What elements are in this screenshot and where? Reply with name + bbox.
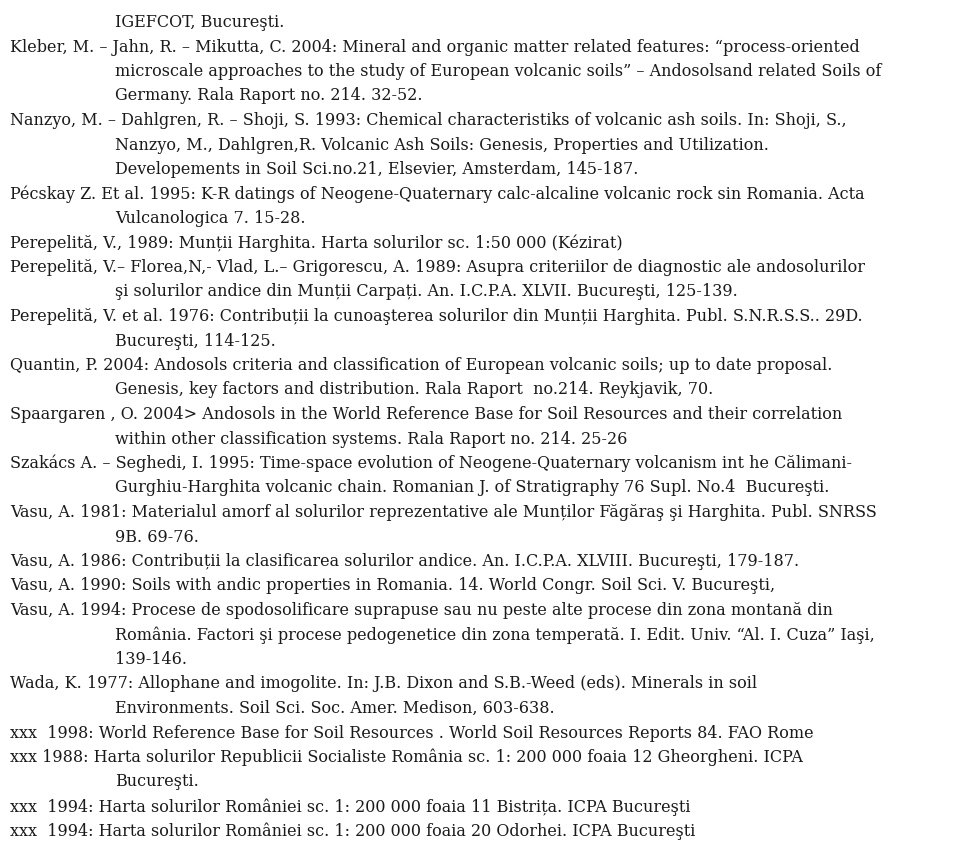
Text: xxx  1994: Harta solurilor României sc. 1: 200 000 foaia 11 Bistrița. ICPA Bucur: xxx 1994: Harta solurilor României sc. 1…: [10, 798, 690, 816]
Text: România. Factori şi procese pedogenetice din zona temperată. I. Edit. Univ. “Al.: România. Factori şi procese pedogenetice…: [115, 626, 875, 644]
Text: Perepelită, V. et al. 1976: Contribuții la cunoaşterea solurilor din Munții Harg: Perepelită, V. et al. 1976: Contribuții …: [10, 308, 863, 325]
Text: xxx  1994: Harta solurilor României sc. 1: 200 000 foaia 20 Odorhei. ICPA Bucure: xxx 1994: Harta solurilor României sc. 1…: [10, 823, 695, 840]
Text: Vasu, A. 1986: Contribuții la clasificarea solurilor andice. An. I.C.P.A. XLVIII: Vasu, A. 1986: Contribuții la clasificar…: [10, 553, 799, 570]
Text: xxx 1988: Harta solurilor Republicii Socialiste România sc. 1: 200 000 foaia 12 : xxx 1988: Harta solurilor Republicii Soc…: [10, 749, 803, 766]
Text: within other classification systems. Rala Raport no. 214. 25-26: within other classification systems. Ral…: [115, 430, 628, 448]
Text: Genesis, key factors and distribution. Rala Raport  no.214. Reykjavik, 70.: Genesis, key factors and distribution. R…: [115, 382, 713, 398]
Text: Spaargaren , O. 2004> Andosols in the World Reference Base for Soil Resources an: Spaargaren , O. 2004> Andosols in the Wo…: [10, 406, 842, 423]
Text: Germany. Rala Raport no. 214. 32-52.: Germany. Rala Raport no. 214. 32-52.: [115, 87, 422, 105]
Text: Bucureşti.: Bucureşti.: [115, 773, 199, 791]
Text: 139-146.: 139-146.: [115, 651, 187, 668]
Text: Perepelită, V., 1989: Munții Harghita. Harta solurilor sc. 1:50 000 (Kézirat): Perepelită, V., 1989: Munții Harghita. H…: [10, 235, 623, 252]
Text: Developements in Soil Sci.no.21, Elsevier, Amsterdam, 145-187.: Developements in Soil Sci.no.21, Elsevie…: [115, 161, 638, 178]
Text: Vasu, A. 1994: Procese de spodosolificare suprapuse sau nu peste alte procese di: Vasu, A. 1994: Procese de spodosolificar…: [10, 602, 833, 619]
Text: Perepelită, V.– Florea,N,- Vlad, L.– Grigorescu, A. 1989: Asupra criteriilor de : Perepelită, V.– Florea,N,- Vlad, L.– Gri…: [10, 259, 865, 276]
Text: Quantin, P. 2004: Andosols criteria and classification of European volcanic soil: Quantin, P. 2004: Andosols criteria and …: [10, 357, 832, 374]
Text: Nanzyo, M., Dahlgren,R. Volcanic Ash Soils: Genesis, Properties and Utilization.: Nanzyo, M., Dahlgren,R. Volcanic Ash Soi…: [115, 137, 769, 153]
Text: Vasu, A. 1990: Soils with andic properties in Romania. 14. World Congr. Soil Sci: Vasu, A. 1990: Soils with andic properti…: [10, 578, 775, 594]
Text: Gurghiu-Harghita volcanic chain. Romanian J. of Stratigraphy 76 Supl. No.4  Bucu: Gurghiu-Harghita volcanic chain. Romania…: [115, 480, 829, 496]
Text: Environments. Soil Sci. Soc. Amer. Medison, 603-638.: Environments. Soil Sci. Soc. Amer. Medis…: [115, 700, 555, 717]
Text: Vasu, A. 1981: Materialul amorf al solurilor reprezentative ale Munților Făgăraş: Vasu, A. 1981: Materialul amorf al solur…: [10, 504, 876, 521]
Text: 9B. 69-76.: 9B. 69-76.: [115, 528, 199, 546]
Text: Szakács A. – Seghedi, I. 1995: Time-space evolution of Neogene-Quaternary volcan: Szakács A. – Seghedi, I. 1995: Time-spac…: [10, 455, 852, 473]
Text: Pécskay Z. Et al. 1995: K-R datings of Neogene-Quaternary calc-alcaline volcanic: Pécskay Z. Et al. 1995: K-R datings of N…: [10, 185, 865, 203]
Text: Nanzyo, M. – Dahlgren, R. – Shoji, S. 1993: Chemical characteristiks of volcanic: Nanzyo, M. – Dahlgren, R. – Shoji, S. 19…: [10, 112, 847, 129]
Text: Kleber, M. – Jahn, R. – Mikutta, C. 2004: Mineral and organic matter related fea: Kleber, M. – Jahn, R. – Mikutta, C. 2004…: [10, 38, 860, 55]
Text: xxx  1998: World Reference Base for Soil Resources . World Soil Resources Report: xxx 1998: World Reference Base for Soil …: [10, 725, 814, 741]
Text: Bucureşti, 114-125.: Bucureşti, 114-125.: [115, 333, 276, 350]
Text: microscale approaches to the study of European volcanic soils” – Andosolsand rel: microscale approaches to the study of Eu…: [115, 63, 881, 80]
Text: Wada, K. 1977: Allophane and imogolite. In: J.B. Dixon and S.B.-Weed (eds). Mine: Wada, K. 1977: Allophane and imogolite. …: [10, 675, 757, 693]
Text: IGEFCOT, Bucureşti.: IGEFCOT, Bucureşti.: [115, 14, 284, 31]
Text: Vulcanologica 7. 15-28.: Vulcanologica 7. 15-28.: [115, 210, 305, 227]
Text: şi solurilor andice din Munții Carpați. An. I.C.P.A. XLVII. Bucureşti, 125-139.: şi solurilor andice din Munții Carpați. …: [115, 283, 737, 301]
